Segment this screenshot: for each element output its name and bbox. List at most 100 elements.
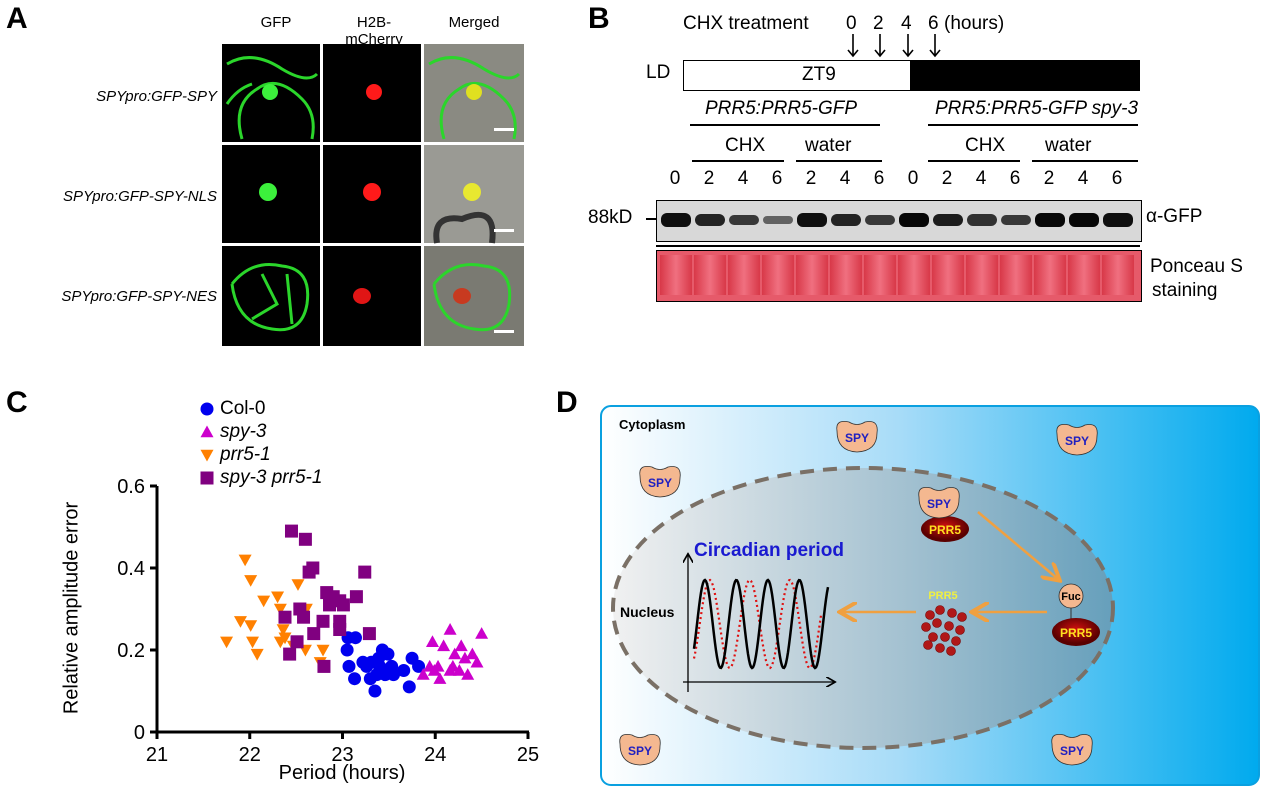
protein-band: [1035, 213, 1065, 227]
image-merged-row2: [424, 145, 524, 244]
data-point: [278, 632, 292, 645]
data-point: [276, 624, 290, 636]
data-point: [368, 684, 382, 698]
panel-label-b: B: [588, 2, 610, 35]
divider: [796, 160, 882, 162]
data-point: [349, 590, 363, 604]
lane-label: 0: [907, 168, 919, 189]
prr5-molecule: [925, 610, 935, 620]
data-point: [302, 565, 316, 579]
data-point: [461, 668, 475, 680]
protein-band: [661, 213, 691, 227]
spy-prr5-complex: PRR5 SPY: [918, 486, 969, 542]
genotype-label: PRR5:PRR5-GFP spy-3: [935, 98, 1139, 119]
prr5-molecule: [923, 640, 933, 650]
protein-band: [933, 213, 963, 227]
data-point: [298, 532, 312, 546]
spy-protein: SPY: [1056, 423, 1098, 456]
data-point: [416, 668, 430, 680]
legend-marker: [200, 425, 214, 438]
data-point: [283, 647, 297, 661]
ponceau-stain: [656, 250, 1142, 302]
ponceau-lane: [864, 255, 896, 295]
ld-label: LD: [646, 62, 671, 83]
data-point: [433, 672, 447, 684]
row-label: SPYpro:GFP-SPY-NES: [61, 288, 217, 305]
data-point: [273, 603, 287, 616]
column-header-line: H2B-: [356, 14, 392, 31]
data-point: [437, 639, 451, 652]
legend-marker: [200, 449, 214, 462]
ponceau-lane: [1068, 255, 1100, 295]
legend-label: spy-3 prr5-1: [220, 467, 323, 488]
ponceau-lane: [932, 255, 964, 295]
scatter-plot: 21 22 23 24 25 0 0.2 0.4 0.6: [117, 402, 539, 766]
data-point: [323, 598, 337, 612]
ponceau-lane: [966, 255, 998, 295]
spy-label: SPY: [628, 744, 652, 758]
treatment-label: CHX: [725, 135, 766, 156]
protein-band: [763, 215, 793, 225]
legend-marker: [200, 402, 214, 416]
antibody-label: α-GFP: [1146, 206, 1203, 227]
data-point: [443, 623, 457, 635]
circadian-chart: Circadian period: [683, 540, 844, 692]
x-tick-label: 23: [331, 744, 353, 766]
ponceau-lane: [660, 255, 692, 295]
time-point: 6: [928, 13, 939, 34]
ponceau-lane: [762, 255, 794, 295]
marker-label: 88kD: [588, 207, 633, 228]
arrow: [977, 511, 1058, 579]
time-point: 4: [901, 13, 912, 34]
legend-label: Col-0: [220, 398, 266, 419]
ponceau-lane: [1000, 255, 1032, 295]
spy-protein: SPY: [639, 465, 681, 498]
spy-label: SPY: [1065, 434, 1089, 448]
spy-label: SPY: [1060, 744, 1084, 758]
y-tick-label: 0.2: [117, 640, 145, 662]
data-point: [317, 659, 331, 673]
ponceau-lane: [796, 255, 828, 295]
lane-label: 6: [873, 168, 885, 189]
data-point: [452, 664, 466, 676]
protein-band: [865, 214, 895, 226]
image-gfp-row2: [222, 145, 320, 243]
column-header-gfp: GFP: [260, 14, 292, 31]
image-mcherry-row1: [323, 44, 421, 142]
data-point: [244, 575, 258, 587]
data-point: [340, 643, 354, 657]
protein-band: [797, 213, 827, 227]
data-point: [348, 631, 362, 645]
data-point: [397, 664, 411, 677]
protein-band: [1103, 213, 1133, 227]
prr5-molecule: [935, 605, 945, 615]
data-point: [348, 672, 362, 686]
microscopy-grid: [222, 44, 524, 346]
prr5-molecule: [951, 636, 961, 646]
prr5-molecule: [947, 608, 957, 618]
data-point: [402, 680, 416, 694]
image-merged-row3: [424, 246, 524, 346]
treatment-label: water: [1045, 135, 1092, 156]
data-point: [316, 644, 330, 657]
data-point: [362, 627, 376, 641]
prr5-molecule: [935, 643, 945, 653]
data-point: [336, 598, 350, 612]
time-point: 2: [873, 13, 884, 34]
data-point: [250, 648, 264, 661]
fuc-label: Fuc: [1061, 591, 1081, 603]
western-blot: [656, 200, 1142, 242]
data-point: [316, 614, 330, 628]
protein-band: [729, 214, 759, 226]
data-point: [257, 595, 271, 608]
prr5-molecule: [921, 622, 931, 632]
wildtype-wave: [692, 578, 830, 670]
spy-protein: SPY: [836, 420, 878, 453]
lane-label: 2: [805, 168, 817, 189]
ponceau-lane: [728, 255, 760, 295]
treatment-label: CHX: [965, 135, 1006, 156]
panel-label-a: A: [6, 2, 28, 35]
time-arrows: [847, 34, 941, 58]
prr5-molecule: [932, 618, 942, 628]
row-label: SPYpro:GFP-SPY-NLS: [63, 188, 217, 205]
